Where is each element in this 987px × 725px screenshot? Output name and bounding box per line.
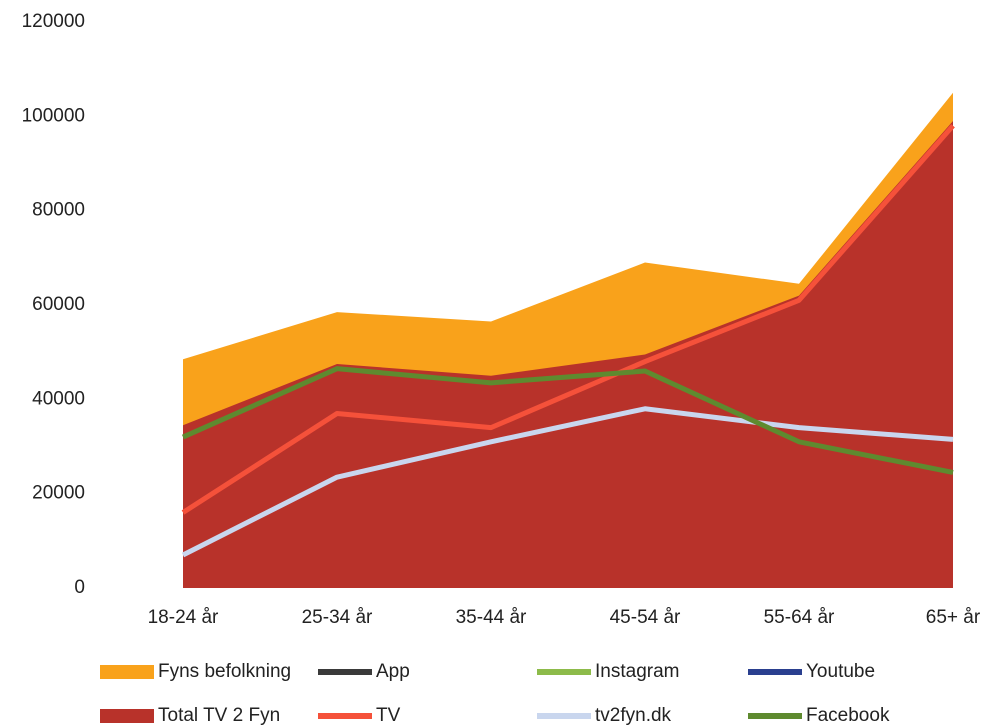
- legend-label: Facebook: [806, 705, 890, 725]
- legend-swatch: [537, 713, 591, 719]
- legend-swatch: [748, 713, 802, 719]
- line: [181, 124, 955, 515]
- legend-label: Instagram: [595, 661, 679, 682]
- y-tick-label: 100000: [22, 105, 85, 126]
- y-tick-label: 40000: [32, 388, 85, 409]
- legend-swatch: [537, 669, 591, 675]
- line: [181, 406, 954, 558]
- legend-label: Youtube: [806, 661, 875, 682]
- legend-swatch: [748, 669, 802, 675]
- legend-swatch: [318, 713, 372, 719]
- y-tick-label: 0: [74, 577, 85, 598]
- legend-swatch: [318, 669, 372, 675]
- x-tick-label: 65+ år: [926, 607, 981, 628]
- legend-swatch: [100, 665, 154, 679]
- x-tick-label: 25-34 år: [302, 607, 373, 628]
- x-tick-label: 35-44 år: [456, 607, 527, 628]
- legend-label: TV: [376, 705, 401, 725]
- area: [183, 121, 953, 589]
- legend-label: Fyns befolkning: [158, 661, 291, 682]
- legend-swatch: [100, 709, 154, 723]
- x-tick-label: 55-64 år: [764, 607, 835, 628]
- y-tick-label: 120000: [22, 11, 85, 32]
- y-tick-label: 80000: [32, 200, 85, 221]
- legend-label: App: [376, 661, 410, 682]
- y-tick-label: 20000: [32, 483, 85, 504]
- x-tick-label: 18-24 år: [148, 607, 219, 628]
- y-tick-label: 60000: [32, 294, 85, 315]
- x-tick-label: 45-54 år: [610, 607, 681, 628]
- legend-label: tv2fyn.dk: [595, 705, 672, 725]
- line: [181, 366, 954, 475]
- legend-label: Total TV 2 Fyn: [158, 705, 280, 725]
